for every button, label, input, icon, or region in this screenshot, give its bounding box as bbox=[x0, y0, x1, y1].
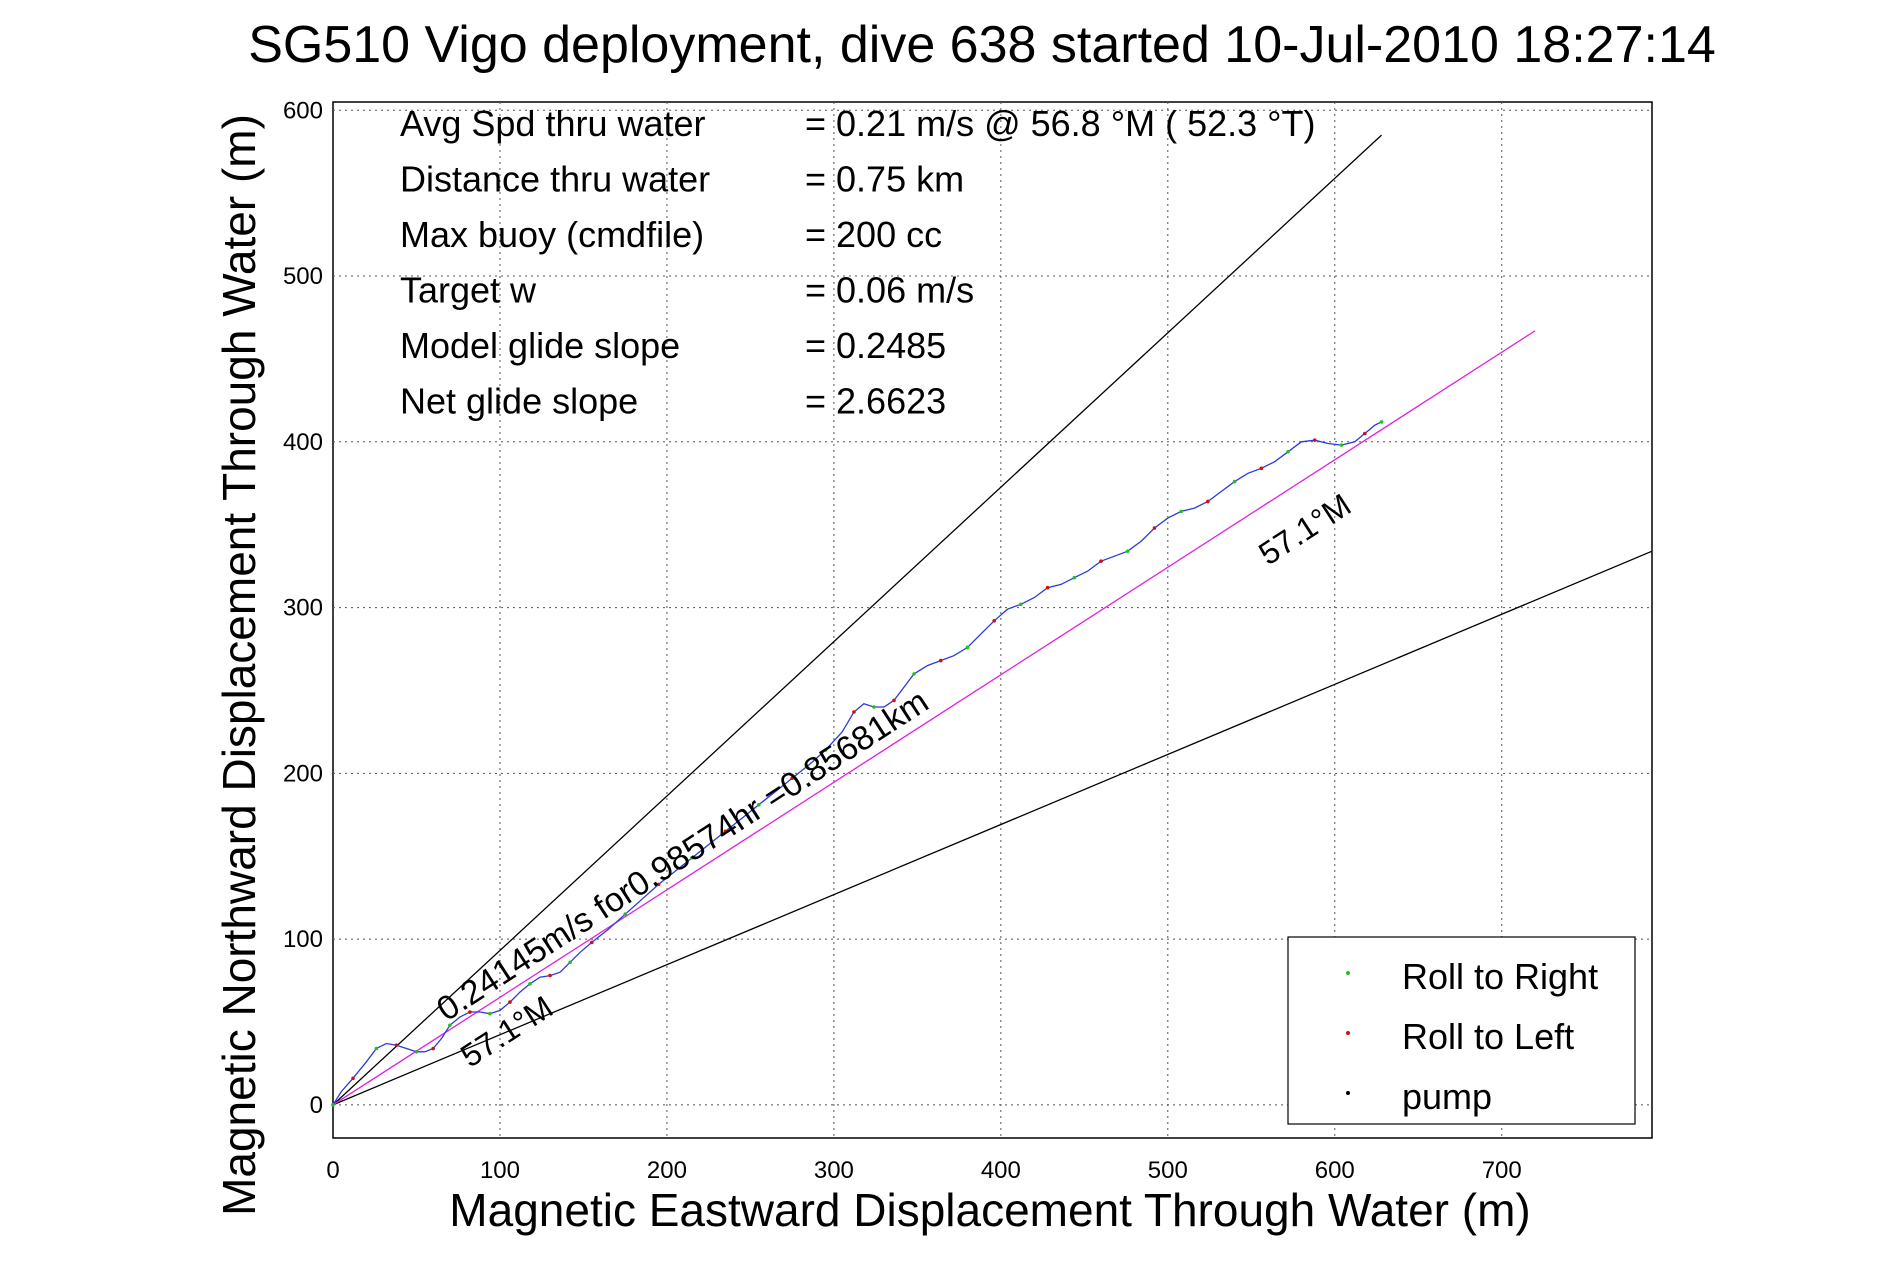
track-marker bbox=[1072, 575, 1077, 580]
stat-value: = 0.06 m/s bbox=[805, 270, 974, 311]
track-marker bbox=[1152, 526, 1157, 530]
track-marker bbox=[331, 1103, 335, 1107]
track-marker bbox=[1045, 585, 1050, 590]
track-marker bbox=[756, 803, 761, 807]
track-marker bbox=[1125, 549, 1130, 554]
axis-ticks: 0 100 200 300 400 500 600 700 0 100 200 300 400 500 60… bbox=[283, 97, 1522, 1184]
track-marker bbox=[414, 1050, 419, 1054]
stat-value: = 0.2485 bbox=[805, 325, 946, 366]
track-marker bbox=[690, 856, 694, 860]
track-marker bbox=[1286, 449, 1290, 454]
legend-label: pump bbox=[1402, 1076, 1492, 1117]
track-marker bbox=[374, 1046, 379, 1051]
track-marker bbox=[448, 1023, 452, 1028]
legend-box bbox=[1287, 936, 1636, 1125]
track-marker bbox=[1312, 438, 1317, 442]
track-marker bbox=[723, 829, 728, 834]
track-marker bbox=[351, 1076, 355, 1081]
track-marker bbox=[790, 776, 794, 781]
track-marker bbox=[568, 960, 572, 965]
track-marker bbox=[1379, 420, 1384, 424]
y-tick-label: 600 bbox=[283, 97, 323, 124]
reference-line-lower-bound bbox=[332, 550, 1653, 1106]
legend-marker bbox=[1346, 1091, 1350, 1095]
track-marker bbox=[394, 1043, 399, 1047]
stat-label: Distance thru water bbox=[400, 159, 710, 200]
track-marker bbox=[965, 645, 970, 650]
chart-title: SG510 Vigo deployment, dive 638 started … bbox=[248, 16, 1716, 74]
track-marker bbox=[508, 1000, 512, 1004]
track-marker bbox=[1232, 479, 1237, 484]
track-marker bbox=[852, 710, 856, 714]
track-marker bbox=[912, 672, 916, 676]
x-axis-label: Magnetic Eastward Displacement Through W… bbox=[449, 1184, 1530, 1236]
x-tick-label: 600 bbox=[1315, 1157, 1355, 1184]
reference-line-mean-heading bbox=[332, 330, 1536, 1106]
stat-value: = 200 cc bbox=[805, 214, 942, 255]
track-marker bbox=[1339, 443, 1344, 447]
stat-label: Target w bbox=[400, 270, 537, 311]
stat-label: Max buoy (cmdfile) bbox=[400, 214, 704, 255]
stat-value: = 2.6623 bbox=[805, 381, 946, 422]
legend-label: Roll to Right bbox=[1402, 956, 1598, 997]
legend: Roll to Right Roll to Left pump bbox=[1287, 936, 1636, 1125]
y-axis-label: Magnetic Northward Displacement Through … bbox=[213, 114, 265, 1216]
track-marker bbox=[823, 748, 828, 752]
track-marker bbox=[1099, 559, 1103, 563]
track-marker bbox=[623, 912, 627, 917]
track-marker bbox=[872, 705, 876, 709]
stat-value: = 0.21 m/s @ 56.8 °M ( 52.3 °T) bbox=[805, 103, 1316, 144]
track-marker bbox=[656, 882, 661, 887]
x-tick-label: 200 bbox=[647, 1157, 687, 1184]
x-tick-label: 0 bbox=[326, 1157, 339, 1184]
legend-marker bbox=[1346, 1031, 1350, 1035]
track-marker bbox=[938, 658, 943, 663]
roll-markers bbox=[331, 420, 1384, 1107]
stat-label: Net glide slope bbox=[400, 381, 638, 422]
track-marker bbox=[1179, 509, 1183, 514]
x-tick-label: 700 bbox=[1482, 1157, 1522, 1184]
track-marker bbox=[468, 1010, 472, 1014]
track-marker bbox=[1206, 499, 1210, 504]
track-marker bbox=[1259, 466, 1264, 471]
y-tick-label: 0 bbox=[310, 1092, 323, 1119]
track-marker bbox=[589, 940, 594, 945]
x-tick-label: 400 bbox=[981, 1157, 1021, 1184]
x-tick-label: 100 bbox=[480, 1157, 520, 1184]
y-tick-label: 200 bbox=[283, 760, 323, 787]
y-tick-label: 300 bbox=[283, 595, 323, 622]
stats-panel: Avg Spd thru water = 0.21 m/s @ 56.8 °M (… bbox=[400, 103, 1316, 422]
stat-value: = 0.75 km bbox=[805, 159, 964, 200]
legend-marker bbox=[1346, 971, 1350, 975]
track-marker bbox=[488, 1011, 492, 1016]
track-marker bbox=[1019, 602, 1023, 607]
track-marker bbox=[548, 973, 552, 978]
track-marker bbox=[892, 698, 896, 703]
y-tick-label: 400 bbox=[283, 429, 323, 456]
legend-label: Roll to Left bbox=[1402, 1016, 1574, 1057]
stat-label: Model glide slope bbox=[400, 325, 680, 366]
track-marker bbox=[431, 1046, 435, 1051]
reference-lines bbox=[332, 134, 1653, 1106]
x-tick-label: 300 bbox=[814, 1157, 854, 1184]
y-tick-label: 500 bbox=[283, 263, 323, 290]
track-marker bbox=[992, 619, 996, 623]
stat-label: Avg Spd thru water bbox=[400, 103, 706, 144]
y-tick-label: 100 bbox=[283, 926, 323, 953]
track-marker bbox=[1363, 431, 1367, 436]
reference-line-upper-bound bbox=[332, 134, 1382, 1106]
x-tick-label: 500 bbox=[1148, 1157, 1188, 1184]
track-marker bbox=[528, 982, 532, 986]
